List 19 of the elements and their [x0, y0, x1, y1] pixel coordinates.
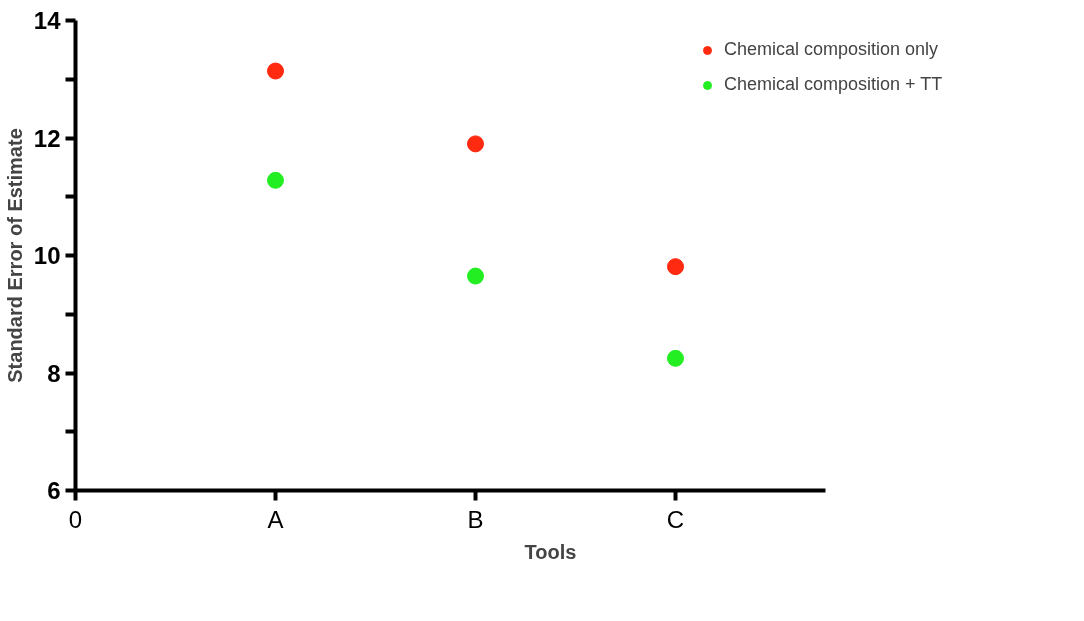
x-axis-title: Tools — [524, 540, 577, 563]
legend-label: Chemical composition only — [724, 39, 939, 60]
point — [467, 267, 484, 285]
y-tick-label: 14 — [33, 7, 62, 34]
x-tick-label: 0 — [68, 505, 83, 533]
y-axis-title: Standard Error of Estimate — [3, 128, 26, 383]
x-tick-label: B — [467, 505, 484, 533]
legend-label: Chemical composition + TT — [724, 74, 943, 95]
point — [667, 258, 684, 276]
y-tick-label: 12 — [33, 124, 61, 152]
y-tick-label: 6 — [47, 477, 61, 504]
point — [267, 62, 284, 80]
x-tick-label: C — [666, 505, 685, 533]
y-tick-label: 10 — [33, 242, 61, 269]
point — [267, 171, 284, 189]
point — [667, 349, 684, 367]
x-tick-label: A — [267, 505, 284, 533]
point — [467, 135, 484, 153]
y-tick-label: 8 — [47, 359, 61, 387]
